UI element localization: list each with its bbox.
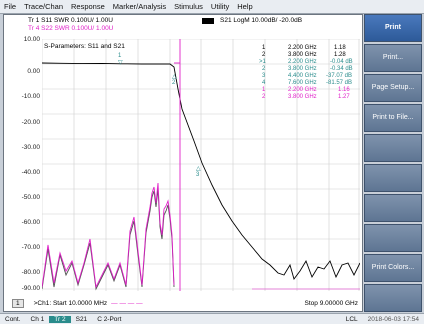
status-calibration[interactable]: C 2-Port bbox=[97, 315, 122, 323]
menu-utility[interactable]: Utility bbox=[210, 2, 230, 11]
marker-id: >1 bbox=[259, 59, 266, 65]
s22-trace bbox=[42, 182, 175, 289]
start-frequency[interactable]: >Ch1: Start 10.0000 MHz bbox=[33, 299, 108, 307]
marker-freq: 3.800 GHz bbox=[288, 52, 317, 58]
menu-response[interactable]: Response bbox=[71, 2, 105, 11]
softkey-print-title[interactable]: Print bbox=[364, 14, 422, 42]
softkey-panel: Print Print... Page Setup... Print to Fi… bbox=[364, 14, 422, 312]
marker-id: 2 bbox=[262, 94, 266, 100]
y-tick-label: -80.00 bbox=[21, 269, 40, 276]
softkey-print[interactable]: Print... bbox=[364, 44, 422, 72]
marker-freq: 3.800 GHz bbox=[288, 94, 317, 100]
menu-trace-chan[interactable]: Trace/Chan bbox=[24, 2, 63, 11]
softkey-return[interactable] bbox=[364, 284, 422, 312]
y-tick-label: -50.00 bbox=[21, 194, 40, 201]
marker-value: -37.07 dB bbox=[326, 73, 353, 79]
y-tick-label: -20.00 bbox=[21, 119, 40, 126]
softkey-empty[interactable] bbox=[364, 164, 422, 192]
status-measurement[interactable]: S21 bbox=[75, 315, 88, 323]
marker-id: 1 bbox=[262, 45, 266, 51]
s11-trace bbox=[42, 62, 360, 280]
marker-value: -0.04 dB bbox=[330, 59, 353, 65]
status-bar: Cont. Ch 1 Tr 2 S21 C 2-Port LCL 2018-06… bbox=[0, 313, 424, 324]
y-tick-label: -30.00 bbox=[21, 144, 40, 151]
softkey-page-setup[interactable]: Page Setup... bbox=[364, 74, 422, 102]
marker-value: 1.16 bbox=[338, 87, 350, 93]
softkey-print-to-file[interactable]: Print to File... bbox=[364, 104, 422, 132]
y-tick-label: -40.00 bbox=[21, 169, 40, 176]
marker-id: 2 bbox=[262, 52, 266, 58]
trace-3-swatch bbox=[202, 18, 214, 24]
marker-id: 1 bbox=[262, 87, 266, 93]
menu-help[interactable]: Help bbox=[237, 2, 253, 11]
y-tick-label: 0.00 bbox=[27, 68, 40, 75]
status-lcl: LCL bbox=[345, 315, 358, 323]
marker-1-icon[interactable]: 1 ▽ bbox=[118, 53, 123, 66]
sparam-plot[interactable] bbox=[42, 39, 360, 291]
marker-id: 4 bbox=[262, 80, 266, 86]
y-tick-label: -10.00 bbox=[21, 93, 40, 100]
marker-value: 1.27 bbox=[338, 94, 350, 100]
status-active-trace[interactable]: Tr 2 bbox=[49, 315, 71, 323]
y-tick-label: 10.00 bbox=[23, 36, 40, 43]
y-tick-label: -90.00 bbox=[21, 285, 40, 292]
menu-marker-analysis[interactable]: Marker/Analysis bbox=[112, 2, 167, 11]
stop-frequency[interactable]: Stop 9.00000 GHz bbox=[304, 299, 358, 307]
y-tick-label: -70.00 bbox=[21, 244, 40, 251]
trace-1-label[interactable]: Tr 1 S11 SWR 0.100U/ 1.00U bbox=[28, 17, 113, 24]
softkey-empty[interactable] bbox=[364, 224, 422, 252]
marker-value: -0.34 dB bbox=[330, 66, 353, 72]
marker-freq: 2.200 GHz bbox=[288, 59, 317, 65]
marker-3-icon[interactable]: △ 3 bbox=[196, 166, 201, 178]
y-tick-label: -60.00 bbox=[21, 219, 40, 226]
trace-line-legend: — — — — bbox=[111, 299, 143, 307]
trace-4-label[interactable]: Tr 4 S22 SWR 0.100U/ 1.00U bbox=[28, 25, 114, 32]
marker-freq: 2.200 GHz bbox=[288, 87, 317, 93]
marker-2-icon[interactable]: △ 2 bbox=[172, 74, 177, 86]
status-datetime: 2018-06-03 17:54 bbox=[367, 315, 419, 323]
marker-freq: 4.400 GHz bbox=[288, 73, 317, 79]
marker-value: 1.28 bbox=[334, 52, 346, 58]
marker-value: -81.57 dB bbox=[326, 80, 353, 86]
plot-title: S-Parameters: S11 and S21 bbox=[44, 43, 125, 50]
status-channel[interactable]: Ch 1 bbox=[30, 315, 45, 323]
marker-value: 1.18 bbox=[334, 45, 346, 51]
trace-3-label[interactable]: S21 LogM 10.00dB/ -20.0dB bbox=[220, 17, 303, 24]
marker-freq: 2.200 GHz bbox=[288, 45, 317, 51]
softkey-empty[interactable] bbox=[364, 194, 422, 222]
marker-id: 2 bbox=[262, 66, 266, 72]
measurement-screen[interactable]: Tr 1 S11 SWR 0.100U/ 1.00U Tr 4 S22 SWR … bbox=[3, 14, 363, 312]
menu-file[interactable]: File bbox=[4, 2, 17, 11]
marker-id: 3 bbox=[262, 73, 266, 79]
softkey-empty[interactable] bbox=[364, 134, 422, 162]
softkey-print-colors[interactable]: Print Colors... bbox=[364, 254, 422, 282]
menu-stimulus[interactable]: Stimulus bbox=[174, 2, 203, 11]
channel-button[interactable]: 1 bbox=[12, 298, 24, 308]
marker-freq: 7.600 GHz bbox=[288, 80, 317, 86]
menu-bar: File Trace/Chan Response Marker/Analysis… bbox=[0, 0, 424, 14]
stimulus-row: 1 >Ch1: Start 10.0000 MHz — — — — Stop 9… bbox=[4, 297, 362, 309]
status-sweep-mode[interactable]: Cont. bbox=[5, 315, 21, 323]
marker-freq: 3.800 GHz bbox=[288, 66, 317, 72]
